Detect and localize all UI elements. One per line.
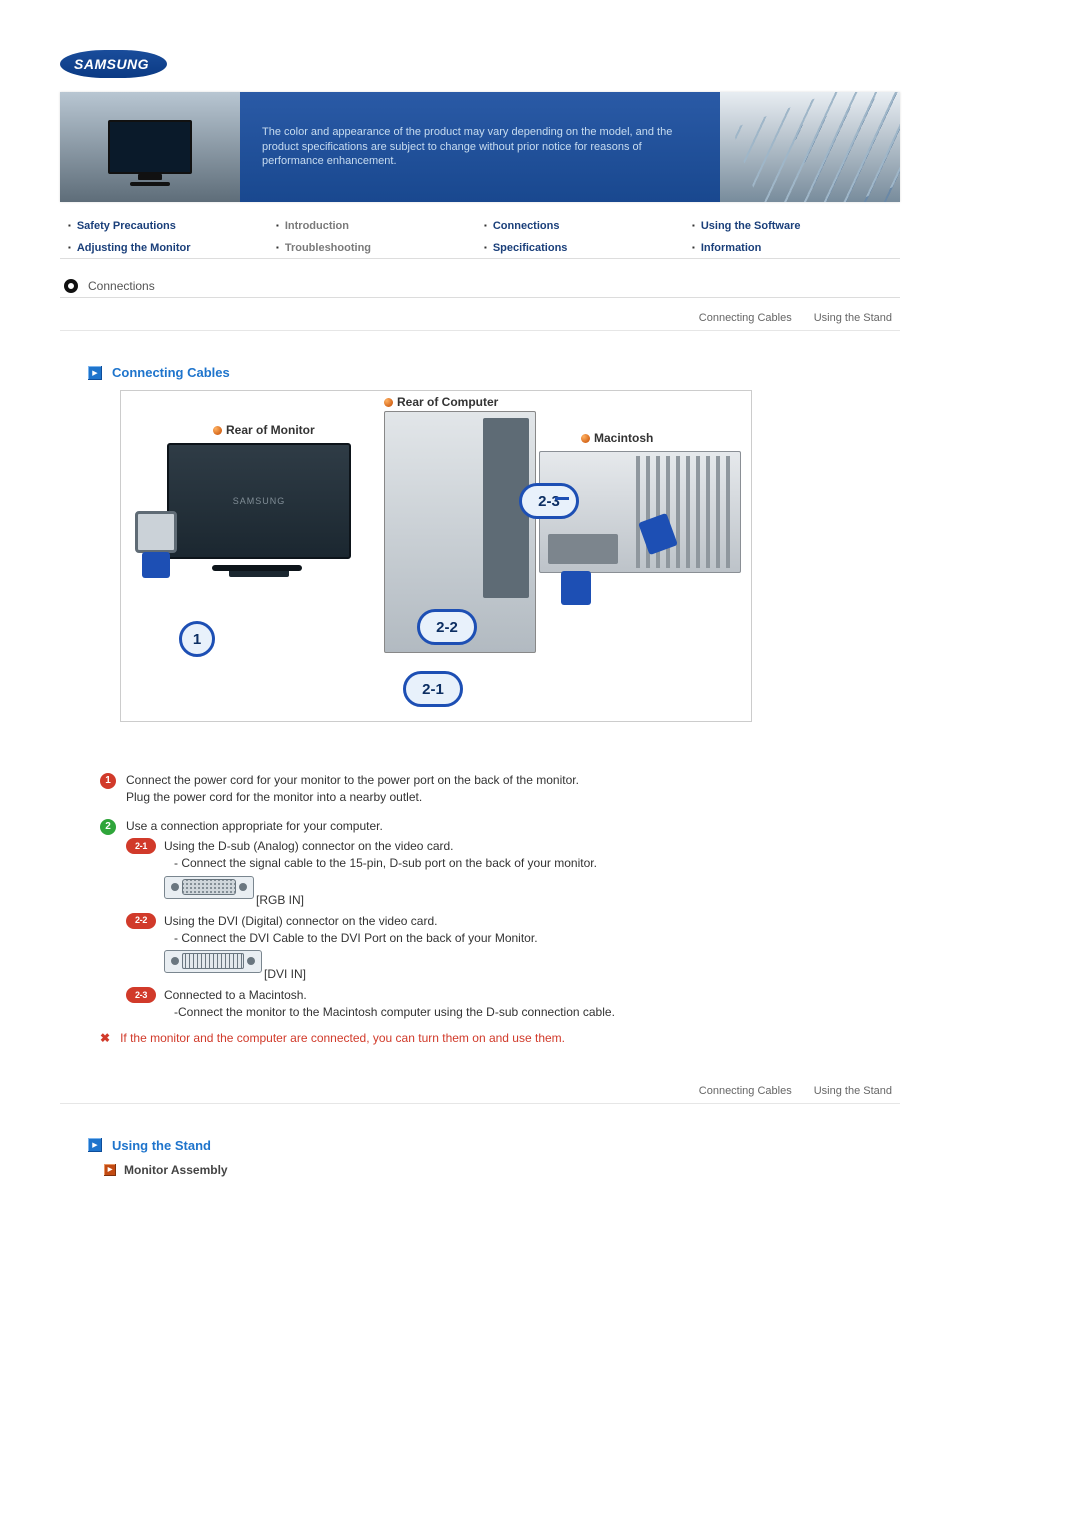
rgb-port-label: [RGB IN] (256, 893, 304, 907)
page-subnav: Connecting Cables Using the Stand (60, 312, 900, 331)
subnav-using-stand-2[interactable]: Using the Stand (814, 1085, 892, 1097)
diagram-pc-port (135, 511, 177, 553)
nav-connections[interactable]: Connections (484, 220, 684, 232)
nav-adjusting-monitor[interactable]: Adjusting the Monitor (68, 242, 268, 254)
step-2-badge: 2 (100, 819, 116, 835)
substep-2-1: 2-1 Using the D-sub (Analog) connector o… (126, 838, 860, 872)
step-1-badge: 1 (100, 773, 116, 789)
hero-disclaimer: The color and appearance of the product … (240, 92, 720, 202)
nav-safety-precautions[interactable]: Safety Precautions (68, 220, 268, 232)
diagram-monitor-brand: SAMSUNG (233, 496, 286, 506)
diagram-label-macintosh: Macintosh (594, 431, 653, 445)
nav-information[interactable]: Information (692, 242, 892, 254)
brand-logo: SAMSUNG (60, 50, 167, 78)
step-1-text-1: Connect the power cord for your monitor … (126, 772, 579, 789)
substep-2-2-text-2: - Connect the DVI Cable to the DVI Port … (174, 930, 538, 947)
nav-introduction[interactable]: Introduction (276, 220, 476, 232)
subnav-using-stand[interactable]: Using the Stand (814, 312, 892, 324)
hero-left-visual (60, 92, 240, 202)
diagram-connector-line (555, 497, 569, 500)
warning-x-icon: ✖ (100, 1031, 110, 1045)
breadcrumb-bullet-icon (64, 279, 78, 293)
section-using-stand-head: Using the Stand (88, 1138, 900, 1153)
section-connecting-cables-head: Connecting Cables (88, 365, 900, 380)
section-using-stand-title: Using the Stand (112, 1138, 211, 1153)
subnav-connecting-cables-2[interactable]: Connecting Cables (699, 1085, 792, 1097)
rgb-port-icon (164, 876, 254, 899)
bullet-icon (581, 434, 590, 443)
hero-banner: The color and appearance of the product … (60, 92, 900, 202)
subsection-bullet-icon (104, 1164, 116, 1176)
diagram-callout-2-1: 2-1 (403, 671, 463, 707)
substep-2-2: 2-2 Using the DVI (Digital) connector on… (126, 913, 860, 947)
diagram-callout-2-2: 2-2 (417, 609, 477, 645)
step-1-text-2: Plug the power cord for the monitor into… (126, 789, 579, 806)
dvi-port-label: [DVI IN] (264, 967, 306, 981)
diagram-label-rear-computer: Rear of Computer (397, 395, 498, 409)
diagram-mac-plug-1 (561, 571, 591, 605)
substep-2-1-text-2: - Connect the signal cable to the 15-pin… (174, 855, 597, 872)
substep-2-1-badge: 2-1 (126, 838, 156, 854)
hero-monitor-icon (108, 120, 192, 174)
subsection-monitor-assembly: Monitor Assembly (104, 1163, 900, 1177)
nav-troubleshooting[interactable]: Troubleshooting (276, 242, 476, 254)
bullet-icon (384, 398, 393, 407)
warning-text: If the monitor and the computer are conn… (120, 1031, 565, 1045)
section-bullet-icon (88, 366, 102, 380)
step-2-lead: Use a connection appropriate for your co… (126, 818, 860, 835)
breadcrumb-label: Connections (88, 279, 155, 293)
substep-2-2-text-1: Using the DVI (Digital) connector on the… (164, 913, 538, 930)
dvi-port-icon (164, 950, 262, 973)
step-1: 1 Connect the power cord for your monito… (100, 772, 860, 806)
hero-right-visual (720, 92, 900, 202)
content-body: 1 Connect the power cord for your monito… (100, 772, 860, 1045)
substep-2-3-text-2: -Connect the monitor to the Macintosh co… (174, 1004, 615, 1021)
substep-2-1-text-1: Using the D-sub (Analog) connector on th… (164, 838, 597, 855)
diagram-callout-1: 1 (179, 621, 215, 657)
page-subnav-bottom: Connecting Cables Using the Stand (60, 1085, 900, 1104)
diagram-pc-plug (142, 552, 170, 578)
substep-2-3: 2-3 Connected to a Macintosh. -Connect t… (126, 987, 860, 1021)
bullet-icon (213, 426, 222, 435)
substep-2-3-text-1: Connected to a Macintosh. (164, 987, 615, 1004)
warning-note: ✖ If the monitor and the computer are co… (100, 1031, 860, 1045)
diagram-label-rear-monitor: Rear of Monitor (226, 423, 315, 437)
diagram-monitor-stand (167, 563, 347, 571)
section-connecting-cables-title: Connecting Cables (112, 365, 230, 380)
nav-specifications[interactable]: Specifications (484, 242, 684, 254)
step-2: 2 Use a connection appropriate for your … (100, 818, 860, 1021)
diagram-monitor: SAMSUNG (167, 443, 351, 559)
substep-2-2-badge: 2-2 (126, 913, 156, 929)
top-nav: Safety Precautions Adjusting the Monitor… (60, 210, 900, 259)
connection-diagram: Rear of Monitor Rear of Computer Macinto… (120, 390, 752, 722)
substep-2-3-badge: 2-3 (126, 987, 156, 1003)
subsection-monitor-assembly-label: Monitor Assembly (124, 1163, 228, 1177)
diagram-callout-2-3: 2-3 (519, 483, 579, 519)
nav-using-software[interactable]: Using the Software (692, 220, 892, 232)
section-bullet-icon (88, 1138, 102, 1152)
hero-disclaimer-text: The color and appearance of the product … (262, 125, 698, 170)
subnav-connecting-cables[interactable]: Connecting Cables (699, 312, 792, 324)
